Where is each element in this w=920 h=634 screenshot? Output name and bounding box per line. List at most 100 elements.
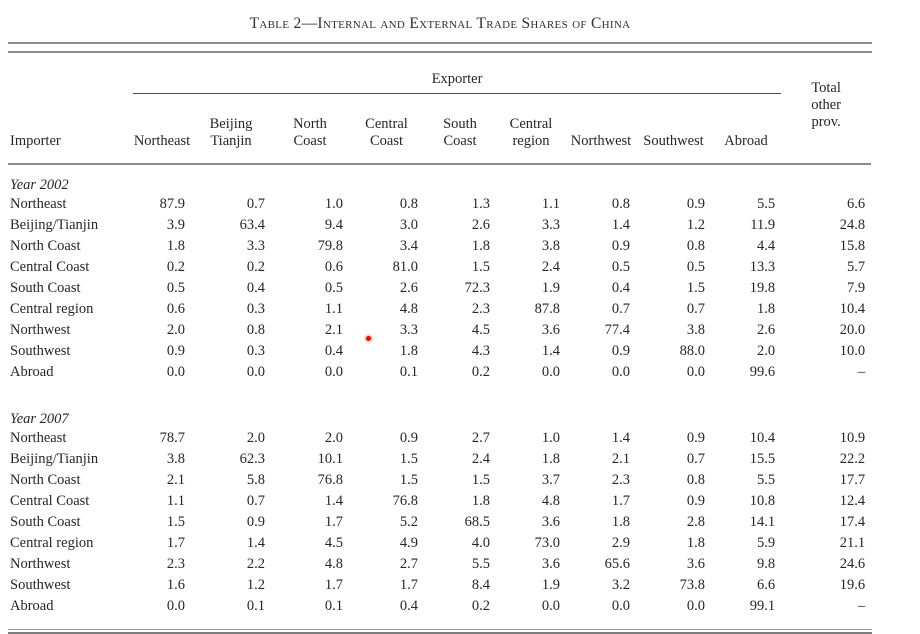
value-cell: 10.4: [839, 301, 866, 317]
value-cell: 4.3: [471, 343, 490, 359]
value-cell: 0.2: [471, 598, 490, 614]
exporter-column-header: Abroad: [711, 93, 782, 165]
value-cell: 0.9: [246, 514, 265, 530]
value-cell: 76.8: [392, 493, 418, 509]
value-cell: 1.9: [541, 280, 560, 296]
value-cell: 0.7: [611, 301, 630, 317]
exporter-column-header: Northwest: [566, 93, 636, 165]
value-cell: 1.9: [541, 577, 560, 593]
value-cell: 10.9: [839, 430, 866, 446]
value-cell: 0.4: [246, 280, 265, 296]
value-cell: 88.0: [679, 343, 705, 359]
table-row: Beijing/Tianjin 3.8 62.3 10.1 1.5 2.4 1.8 2.1 0.…: [8, 449, 871, 470]
table-row: North Coast 2.1 5.8 76.8 1.5 1.5 3.7 2.3 0.8 5.5 1…: [8, 470, 871, 491]
table-row: South Coast 0.5 0.4 0.5 2.6 72.3 1.9 0.4 1.5 19.8…: [8, 278, 871, 299]
value-cell: 0.6: [324, 259, 343, 275]
value-cell: 0.8: [246, 322, 265, 338]
value-cell: 21.1: [839, 535, 866, 551]
value-cell: 1.4: [541, 343, 560, 359]
value-cell: 0.7: [246, 196, 265, 212]
value-cell: 3.8: [686, 322, 705, 338]
value-cell: 0.2: [166, 259, 185, 275]
value-cell: 3.8: [166, 451, 185, 467]
value-cell: 3.6: [541, 556, 560, 572]
value-cell: 3.4: [399, 238, 418, 254]
exporter-group-row: Exporter Total other prov.: [8, 53, 872, 165]
value-cell: 2.6: [471, 217, 490, 233]
value-cell: 62.3: [239, 451, 265, 467]
value-cell: 2.4: [541, 259, 560, 275]
value-cell: 2.6: [756, 322, 776, 338]
value-cell: 1.8: [541, 451, 560, 467]
table-body: Year 2002 Northeast 87.9 0.7 1.0 0.8 1.3 1.1 0.8…: [8, 164, 871, 617]
value-cell: 17.4: [839, 514, 866, 530]
value-cell: 6.6: [756, 577, 776, 593]
value-cell: 0.5: [324, 280, 343, 296]
table-row: Northeast 87.9 0.7 1.0 0.8 1.3 1.1 0.8 0.9 5.5 6.6: [8, 194, 871, 215]
value-cell: 1.0: [541, 430, 560, 446]
value-cell: 0.8: [686, 238, 705, 254]
value-cell: 0.9: [166, 343, 185, 359]
table-row: Northwest 2.0 0.8 2.1 3.3 4.5 3.6 77.4 3.8 2.6 20.…: [8, 320, 871, 341]
value-cell: 1.4: [324, 493, 343, 509]
value-cell: 2.3: [166, 556, 185, 572]
table-row: Southwest 0.9 0.3 0.4 1.8 4.3 1.4 0.9 88.0 2.0 10.…: [8, 341, 871, 362]
importer-cell: North Coast: [10, 238, 81, 254]
importer-cell: Central region: [10, 301, 94, 317]
value-cell: 6.6: [846, 196, 866, 212]
value-cell: 5.9: [756, 535, 776, 551]
value-cell: 73.0: [534, 535, 560, 551]
value-cell: 1.5: [686, 280, 705, 296]
value-cell: 2.8: [686, 514, 705, 530]
value-cell: 14.1: [749, 514, 776, 530]
exporter-column-header: Northeast: [133, 93, 191, 165]
value-cell: 0.3: [246, 343, 265, 359]
value-cell: 10.8: [749, 493, 776, 509]
value-cell: 10.1: [317, 451, 343, 467]
value-cell: 1.7: [324, 577, 343, 593]
value-cell: 1.7: [324, 514, 343, 530]
importer-cell: Abroad: [10, 598, 54, 614]
value-cell: 0.0: [541, 364, 560, 380]
table-row: Central Coast 1.1 0.7 1.4 76.8 1.8 4.8 1.7 0.9 10…: [8, 491, 871, 512]
value-cell: 2.1: [324, 322, 343, 338]
value-cell: 2.1: [611, 451, 630, 467]
value-cell: 20.0: [839, 322, 866, 338]
exporter-column-header: Central Coast: [349, 93, 424, 165]
value-cell: 0.0: [686, 364, 705, 380]
total-other-prov-header: Total other prov.: [781, 53, 872, 165]
importer-cell: Southwest: [10, 343, 71, 359]
value-cell: 0.4: [399, 598, 418, 614]
value-cell: 7.9: [846, 280, 866, 296]
value-cell: 0.3: [246, 301, 265, 317]
value-cell: 4.0: [471, 535, 490, 551]
value-cell: 79.8: [317, 238, 343, 254]
value-cell: 2.7: [399, 556, 418, 572]
value-cell: 0.9: [399, 430, 418, 446]
value-cell: 0.8: [399, 196, 418, 212]
value-cell: 3.8: [541, 238, 560, 254]
value-cell: 0.7: [246, 493, 265, 509]
value-cell: 4.8: [541, 493, 560, 509]
value-cell: 1.2: [246, 577, 265, 593]
value-cell: 3.6: [686, 556, 705, 572]
value-cell: 1.8: [756, 301, 776, 317]
value-cell: 0.8: [611, 196, 630, 212]
value-cell: 63.4: [239, 217, 265, 233]
value-cell: 2.3: [471, 301, 490, 317]
value-cell: 15.5: [749, 451, 776, 467]
value-cell: 9.8: [756, 556, 776, 572]
value-cell: 1.8: [166, 238, 185, 254]
exporter-group-label: Exporter: [133, 53, 782, 94]
importer-cell: South Coast: [10, 514, 81, 530]
value-cell: 2.2: [246, 556, 265, 572]
value-cell: 8.4: [471, 577, 490, 593]
value-cell: 1.1: [324, 301, 343, 317]
importer-cell: Northwest: [10, 322, 71, 338]
value-cell: 1.8: [471, 238, 490, 254]
table-row: Central region 1.7 1.4 4.5 4.9 4.0 73.0 2.9 1.8 5…: [8, 533, 871, 554]
importer-cell: Northeast: [10, 196, 67, 212]
table-row: Central region 0.6 0.3 1.1 4.8 2.3 87.8 0.7 0.7 1…: [8, 299, 871, 320]
value-cell: 0.0: [166, 364, 185, 380]
value-cell: 11.9: [750, 217, 776, 233]
